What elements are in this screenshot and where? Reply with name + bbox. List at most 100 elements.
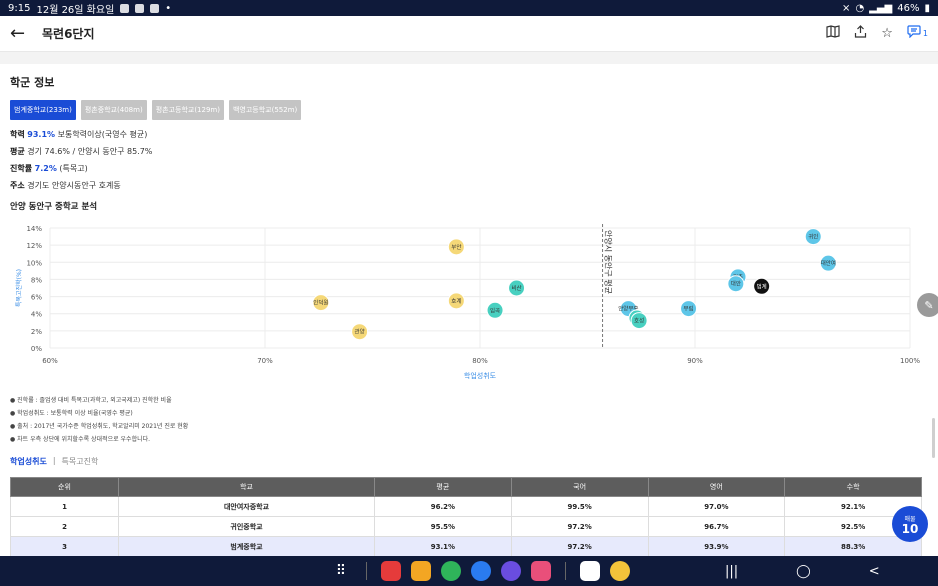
play-store-icon[interactable] bbox=[580, 561, 600, 581]
school-district-section: 학군 정보 범계중학교(233m) 평촌중학교(408m) 평촌고등학교(129… bbox=[10, 64, 928, 557]
y-tick-label: 6% bbox=[31, 294, 42, 302]
cell-school: 범계중학교 bbox=[118, 536, 375, 557]
back-arrow-icon[interactable]: ← bbox=[10, 23, 26, 44]
data-point-label: 부안 bbox=[451, 244, 461, 251]
star-icon[interactable]: ☆ bbox=[881, 26, 893, 41]
tab-school-4[interactable]: 백영고등학교(552m) bbox=[228, 100, 302, 120]
col-rank: 순위 bbox=[10, 477, 119, 497]
recents-icon[interactable]: ||| bbox=[725, 563, 739, 579]
advance-value: 7.2% bbox=[34, 164, 57, 173]
cell-average: 95.5% bbox=[374, 516, 512, 537]
messages-app-icon[interactable] bbox=[471, 561, 491, 581]
achievement-row: 학력 93.1% 보통학력이상(국영수 평균) bbox=[10, 126, 928, 143]
cell-school: 귀인중학교 bbox=[118, 516, 375, 537]
data-point-label: 안양부흥 bbox=[618, 305, 638, 313]
scatter-chart-svg: 0% 2% 4% 6% 8% 10% 12% 14% 60% 70% 80% 90% 100% 학업성취도… bbox=[15, 224, 920, 380]
col-korean: 국어 bbox=[510, 477, 649, 497]
data-point bbox=[508, 279, 526, 297]
x-tick-label: 90% bbox=[687, 357, 703, 365]
data-point-label: 임곡 bbox=[490, 306, 500, 314]
table-row[interactable]: 2 귀인중학교 95.5% 97.2% 96.7% 92.5% bbox=[10, 516, 922, 537]
cell-average: 96.2% bbox=[374, 496, 512, 517]
camera-app-icon[interactable] bbox=[531, 561, 551, 581]
comment-icon bbox=[907, 25, 921, 42]
tab-school-3[interactable]: 평촌고등학교(129m) bbox=[151, 100, 224, 120]
taskbar-divider bbox=[366, 562, 367, 580]
app-drawer-icon[interactable]: ⠿ bbox=[335, 563, 347, 579]
tab-special-high[interactable]: 특목고진학 bbox=[61, 457, 99, 466]
cell-english: 96.7% bbox=[647, 516, 786, 537]
cell-korean: 97.2% bbox=[510, 536, 649, 557]
col-school: 학교 bbox=[118, 477, 375, 497]
dot-icon: • bbox=[165, 2, 172, 14]
section-divider bbox=[0, 52, 938, 64]
status-time: 9:15 bbox=[8, 2, 31, 14]
note-item: ● 진학률 : 졸업생 대비 특목고(과학고, 외고국제고) 진학한 비율 bbox=[10, 397, 172, 404]
map-icon[interactable] bbox=[826, 25, 840, 42]
school-tabs: 범계중학교(233m) 평촌중학교(408m) 평촌고등학교(129m) 백영고… bbox=[10, 100, 928, 120]
data-point-label: 범계 bbox=[757, 282, 767, 290]
tab-school-2[interactable]: 평촌중학교(408m) bbox=[80, 100, 147, 120]
data-point-label: 인덕원 bbox=[313, 299, 328, 307]
chart-title: 안양 동안구 중학교 분석 bbox=[10, 202, 98, 212]
scatter-chart: 0% 2% 4% 6% 8% 10% 12% 14% 60% 70% 80% 90% 100% 학업성취도… bbox=[10, 220, 928, 390]
scrollbar[interactable] bbox=[932, 418, 935, 458]
x-axis-title: 학업성취도 bbox=[464, 371, 497, 380]
data-point bbox=[727, 275, 745, 293]
cell-english: 93.9% bbox=[647, 536, 786, 557]
data-point bbox=[312, 294, 330, 312]
note-item: ● 출처 : 2017년 국가수준 학업성취도, 학교알리미 2021년 진로 … bbox=[10, 423, 189, 430]
system-buttons: ||| ◯ < bbox=[725, 556, 880, 586]
chat-app-icon[interactable] bbox=[501, 561, 521, 581]
table-row[interactable]: 1 대안여자중학교 96.2% 99.5% 97.0% 92.1% bbox=[10, 496, 922, 517]
taskbar-divider bbox=[565, 562, 566, 580]
achievement-label: 학력 bbox=[10, 130, 25, 139]
col-average: 평균 bbox=[374, 477, 512, 497]
edit-pencil-button[interactable]: ✎ bbox=[917, 293, 938, 317]
section-title: 학군 정보 bbox=[10, 76, 55, 89]
folder-app-icon[interactable] bbox=[411, 561, 431, 581]
advance-label: 진학률 bbox=[10, 164, 33, 173]
data-point bbox=[486, 301, 504, 319]
x-tick-label: 100% bbox=[900, 357, 920, 365]
tab-achievement[interactable]: 학업성취도 bbox=[10, 457, 47, 466]
average-label: 평균 bbox=[10, 147, 25, 156]
comment-button[interactable]: 1 bbox=[907, 25, 928, 42]
page-title: 목련6단지 bbox=[42, 27, 95, 41]
nav-back-icon[interactable]: < bbox=[868, 563, 880, 579]
data-point-label: 대안여 bbox=[821, 259, 836, 267]
shopping-bag-icon bbox=[150, 3, 160, 13]
school-info: 학력 93.1% 보통학력이상(국영수 평균) 평균 경기 74.6% / 안양… bbox=[10, 126, 928, 194]
data-point-label: 호계 bbox=[451, 297, 461, 305]
app-header: ← 목련6단지 ☆ 1 bbox=[0, 16, 938, 52]
phone-app-icon[interactable] bbox=[441, 561, 461, 581]
x-tick-label: 60% bbox=[42, 357, 58, 365]
data-point bbox=[753, 277, 771, 295]
map-app-icon[interactable] bbox=[610, 561, 630, 581]
tab-school-1[interactable]: 범계중학교(233m) bbox=[10, 100, 76, 120]
average-line-label: 안양시 동안구 평균 bbox=[604, 230, 614, 294]
data-point-label: 대안 bbox=[731, 280, 741, 288]
advance-desc: (특목고) bbox=[59, 164, 88, 173]
data-point-label: 비산 bbox=[511, 284, 521, 292]
listings-fab[interactable]: 매물 10 bbox=[892, 506, 928, 542]
col-math: 수학 bbox=[784, 477, 922, 497]
note-item: ● 차트 우측 상단에 위치할수록 상대적으로 우수합니다. bbox=[10, 436, 151, 443]
app-icon-red[interactable] bbox=[381, 561, 401, 581]
data-point bbox=[680, 300, 698, 318]
achievement-desc: 보통학력이상(국영수 평균) bbox=[57, 130, 148, 139]
y-tick-label: 10% bbox=[26, 259, 42, 267]
gallery-icon bbox=[120, 3, 130, 13]
cell-average: 93.1% bbox=[374, 536, 512, 557]
table-header-row: 순위 학교 평균 국어 영어 수학 bbox=[10, 477, 922, 497]
comment-count: 1 bbox=[922, 29, 928, 38]
data-point bbox=[630, 312, 648, 330]
status-date: 12월 26일 화요일 bbox=[36, 4, 115, 16]
fab-count: 10 bbox=[901, 521, 919, 536]
home-icon[interactable]: ◯ bbox=[796, 563, 811, 579]
y-tick-label: 4% bbox=[31, 311, 42, 319]
share-icon[interactable] bbox=[854, 25, 867, 42]
table-row-current[interactable]: 3 범계중학교 93.1% 97.2% 93.9% 88.3% bbox=[10, 536, 922, 557]
data-point bbox=[819, 254, 837, 272]
app-notification-icon bbox=[135, 3, 145, 13]
